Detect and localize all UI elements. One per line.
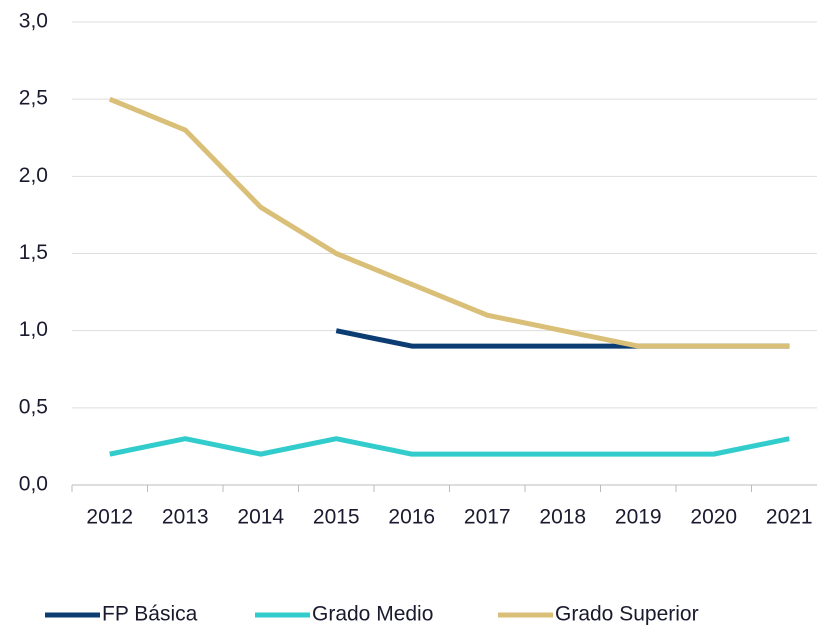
y-tick-label: 3,0	[19, 10, 48, 33]
legend-label: Grado Superior	[555, 603, 699, 626]
x-tick-label: 2016	[388, 506, 435, 529]
series-line	[109, 436, 790, 457]
y-tick-label: 0,5	[19, 395, 48, 418]
x-tick-label: 2012	[86, 506, 133, 529]
x-tick-label: 2020	[690, 506, 737, 529]
x-tick-label: 2014	[237, 506, 284, 529]
x-tick-label: 2019	[615, 506, 662, 529]
y-tick-label: 0,0	[19, 473, 48, 496]
y-tick-label: 2,5	[19, 87, 48, 110]
series-line	[108, 96, 790, 349]
x-tick-label: 2018	[539, 506, 586, 529]
x-tick-label: 2021	[766, 506, 813, 529]
legend-label: Grado Medio	[312, 603, 433, 626]
legend-label: FP Básica	[102, 603, 198, 626]
y-tick-label: 1,0	[19, 318, 48, 341]
x-tick-label: 2015	[313, 506, 360, 529]
y-tick-label: 2,0	[19, 164, 48, 187]
x-tick-label: 2013	[162, 506, 209, 529]
x-tick-label: 2017	[464, 506, 511, 529]
y-tick-label: 1,5	[19, 241, 48, 264]
